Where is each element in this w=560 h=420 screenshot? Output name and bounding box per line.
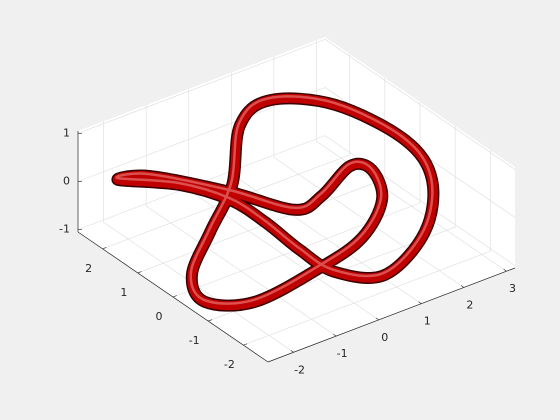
x-tick [418,301,422,304]
x-tick-label: 2 [466,298,473,311]
grid-line [243,250,491,346]
tube-highlight [115,95,434,305]
y-tick-label: 1 [120,286,127,299]
grid-line [324,39,516,170]
x-tick [460,285,465,288]
y-tick [172,295,177,298]
x-tick-label: -2 [294,363,305,376]
x-tick [503,269,507,272]
z-tick-label: 1 [63,126,70,139]
x-tick [290,350,294,353]
grid-line [324,135,516,266]
x-tick [375,317,379,321]
z-tick-label: -1 [59,223,70,236]
grid-line [77,39,326,134]
x-tick-label: 0 [381,331,388,344]
y-tick-label: -1 [189,334,200,347]
y-tick-label: 2 [85,262,92,275]
y-tick [102,247,107,250]
y-axis-line [77,231,269,363]
x-tick-label: 1 [424,315,431,328]
y-tick [208,319,212,322]
x-tick-label: -1 [337,347,348,360]
z-tick-label: 0 [63,175,70,188]
x-axis-line [267,267,516,363]
y-tick [243,343,248,346]
x-tick-label: 3 [509,282,516,295]
y-tick-label: 0 [156,310,163,323]
y-tick [137,271,142,274]
x-tick [333,333,337,337]
y-tick-label: -2 [224,358,235,371]
